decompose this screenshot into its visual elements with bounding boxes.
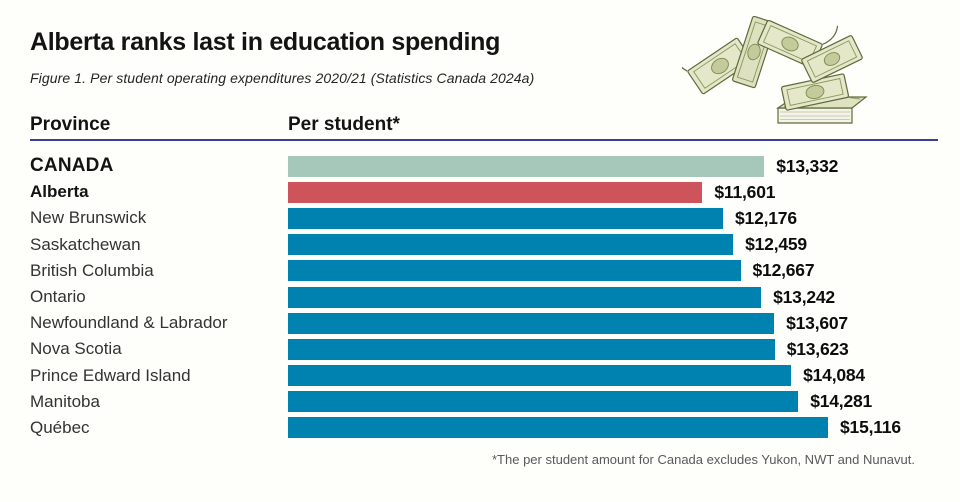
bar-value-label: $11,601	[714, 181, 776, 202]
value-bar	[288, 417, 828, 439]
province-label: Newfoundland & Labrador	[30, 313, 228, 333]
chart-title: Alberta ranks last in education spending	[30, 28, 501, 56]
value-bar	[288, 234, 734, 256]
value-bar	[288, 391, 799, 413]
province-label: Alberta	[30, 182, 89, 202]
bar-value-label: $12,459	[745, 234, 807, 255]
value-bar	[288, 181, 703, 203]
table-row: Québec $15,116	[30, 415, 935, 441]
table-row: Ontario $13,242	[30, 284, 935, 310]
column-header-province: Province	[30, 114, 111, 135]
bar-area: $13,332	[288, 155, 935, 177]
province-label: Nova Scotia	[30, 339, 122, 359]
value-bar	[288, 365, 792, 387]
value-bar	[288, 207, 723, 229]
bar-chart-rows: CANADA $13,332 Alberta $11,601 New Brunswick…	[30, 153, 935, 441]
bar-value-label: $13,242	[773, 286, 835, 307]
table-row: CANADA $13,332	[30, 153, 935, 179]
bar-value-label: $13,332	[776, 155, 839, 176]
province-label: British Columbia	[30, 260, 154, 280]
value-bar	[288, 286, 762, 308]
bar-area: $15,116	[288, 417, 935, 439]
province-label: Saskatchewan	[30, 234, 141, 254]
bar-area: $12,459	[288, 234, 935, 256]
chart-subtitle: Figure 1. Per student operating expendit…	[30, 70, 535, 86]
table-row: Manitoba $14,281	[30, 389, 935, 415]
table-row: Prince Edward Island $14,084	[30, 363, 935, 389]
bar-value-label: $12,667	[752, 260, 815, 281]
column-headers: Province Per student*	[30, 114, 935, 136]
table-row: Alberta $11,601	[30, 179, 935, 205]
bar-value-label: $13,607	[786, 312, 848, 333]
footnote: *The per student amount for Canada exclu…	[492, 452, 915, 467]
bar-area: $11,601	[288, 181, 935, 203]
value-bar	[288, 338, 775, 360]
table-row: Newfoundland & Labrador $13,607	[30, 310, 935, 336]
bar-area: $12,176	[288, 207, 935, 229]
column-header-per-student: Per student*	[288, 114, 400, 135]
header-rule	[30, 139, 938, 141]
bar-area: $14,281	[288, 391, 935, 413]
table-row: Nova Scotia $13,623	[30, 336, 935, 362]
province-label: New Brunswick	[30, 208, 147, 228]
bar-area: $13,623	[288, 338, 935, 360]
value-bar	[288, 260, 741, 282]
table-row: Saskatchewan $12,459	[30, 232, 935, 258]
province-label: Prince Edward Island	[30, 365, 191, 385]
province-label: Ontario	[30, 287, 86, 307]
bar-value-label: $12,176	[735, 207, 797, 228]
falling-money-illustration	[682, 15, 868, 124]
bar-area: $13,242	[288, 286, 935, 308]
table-row: New Brunswick $12,176	[30, 205, 935, 231]
bar-value-label: $15,116	[840, 417, 901, 438]
value-bar	[288, 312, 775, 334]
table-row: British Columbia $12,667	[30, 258, 935, 284]
bar-area: $14,084	[288, 365, 935, 387]
value-bar	[288, 155, 765, 177]
bar-value-label: $13,623	[786, 338, 849, 359]
bar-area: $12,667	[288, 260, 935, 282]
province-label: Québec	[30, 417, 90, 437]
province-label: Manitoba	[30, 391, 100, 411]
bar-area: $13,607	[288, 312, 935, 334]
province-label: CANADA	[30, 155, 114, 177]
bar-value-label: $14,084	[803, 365, 865, 386]
bar-value-label: $14,281	[810, 391, 873, 412]
